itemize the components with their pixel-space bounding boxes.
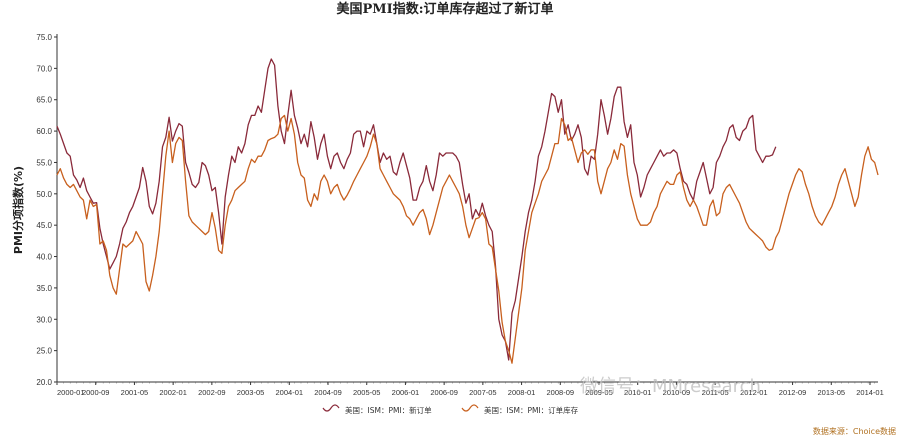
series-layer: [56, 58, 879, 364]
legend-label-2: 美国：ISM：PMI：订单库存: [484, 405, 579, 415]
x-tick-label: 2013-05: [818, 388, 846, 397]
y-tick-label: 35.0: [36, 284, 52, 293]
y-tick-label: 55.0: [36, 158, 52, 167]
y-tick-label: 70.0: [36, 64, 52, 73]
x-tick-label: 2011-05: [702, 388, 729, 397]
legend: 美国：ISM：PMI：新订单 美国：ISM：PMI：订单库存: [322, 404, 579, 415]
x-tick-label: 2008-01: [508, 388, 536, 397]
x-tick-label: 2002-09: [198, 388, 226, 397]
x-tick-label: 2010-01: [624, 388, 652, 397]
y-tick-label: 20.0: [36, 378, 52, 387]
y-tick-label: 40.0: [36, 253, 52, 262]
x-tick-label: 2012-09: [779, 388, 807, 397]
series-line-2: [56, 114, 879, 364]
y-axis-label: PMI分项指数(%): [11, 166, 25, 254]
y-tick-label: 60.0: [36, 127, 52, 136]
legend-swatch-2: [461, 404, 479, 412]
x-tick-label: 2006-01: [392, 388, 420, 397]
y-tick-label: 50.0: [36, 190, 52, 199]
x-tick-label: 2001-05: [121, 388, 149, 397]
x-tick-label: 2007-05: [469, 388, 497, 397]
x-tick-label: 2014-01: [856, 388, 884, 397]
y-tick-label: 65.0: [36, 96, 52, 105]
x-tick-label: 2005-05: [353, 388, 381, 397]
x-tick-label: 2012-01: [740, 388, 768, 397]
chart-title: 美国PMI指数:订单库存超过了新订单: [336, 1, 553, 17]
x-tick-label: 2000-01: [57, 388, 85, 397]
x-tick-label: 2003-05: [237, 388, 265, 397]
legend-label-1: 美国：ISM：PMI：新订单: [345, 405, 432, 415]
y-tick-label: 75.0: [36, 33, 52, 42]
x-tick-label: 2009-05: [585, 388, 613, 397]
legend-swatch-1: [322, 404, 340, 412]
axes: 75.0 70.0 65.0 60.0 55.0 50.0 45.0 40.0 35.0 30.0…: [36, 33, 883, 397]
x-tick-label: 2010-09: [663, 388, 691, 397]
x-tick-label: 2006-09: [430, 388, 458, 397]
series-line-1: [56, 58, 777, 361]
watermark-text: 微信号：MMresearch: [580, 376, 761, 397]
x-tick-label: 2004-01: [276, 388, 304, 397]
y-tick-label: 25.0: [36, 347, 52, 356]
x-tick-label: 2008-09: [547, 388, 575, 397]
x-tick-label: 2002-01: [159, 388, 187, 397]
x-tick-label: 2004-09: [314, 388, 342, 397]
source-note: 数据来源：Choice数据: [813, 426, 896, 436]
y-tick-label: 30.0: [36, 315, 52, 324]
x-tick-label: 2000-09: [82, 388, 110, 397]
y-tick-label: 45.0: [36, 221, 52, 230]
